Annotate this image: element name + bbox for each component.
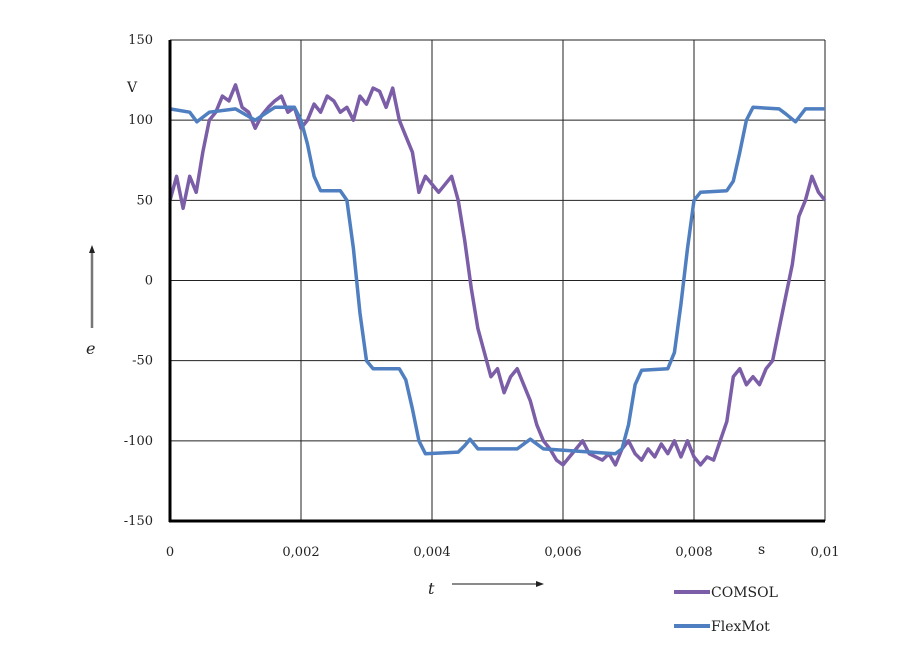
tick-labels: 150 100 50 0 -50 -100 -150 0 0,002 0,004 0,006 0,00… xyxy=(124,33,840,560)
x-axis-label: t xyxy=(428,579,435,598)
y-arrow-head xyxy=(89,245,95,253)
x-tick-label: 0,008 xyxy=(675,545,712,560)
y-tick-label: 150 xyxy=(128,33,153,48)
y-tick-label: -100 xyxy=(124,434,153,449)
legend-label-flexmot: FlexMot xyxy=(711,619,770,635)
x-tick-label: 0 xyxy=(166,545,174,560)
series-line-comsol xyxy=(168,83,827,467)
x-tick-label: 0,002 xyxy=(282,545,319,560)
x-tick-label: 0,01 xyxy=(811,545,840,560)
axes xyxy=(168,40,825,523)
y-tick-label: -50 xyxy=(132,354,153,369)
series-lines xyxy=(168,83,827,467)
legend-label-comsol: COMSOL xyxy=(711,585,778,601)
x-tick-label: 0,006 xyxy=(544,545,581,560)
series-line-flexmot xyxy=(169,105,825,456)
x-tick-label: 0,004 xyxy=(413,545,450,560)
y-tick-label: 0 xyxy=(145,274,153,289)
x-unit-label: s xyxy=(758,542,765,558)
x-arrow-head xyxy=(536,581,544,587)
y-tick-label: 50 xyxy=(136,193,153,208)
y-unit-label: V xyxy=(126,80,138,96)
grid xyxy=(169,39,826,522)
legend: COMSOL FlexMot xyxy=(674,585,778,635)
y-tick-label: -150 xyxy=(124,514,153,529)
y-tick-label: 100 xyxy=(128,113,153,128)
y-axis-label: e xyxy=(86,339,95,358)
